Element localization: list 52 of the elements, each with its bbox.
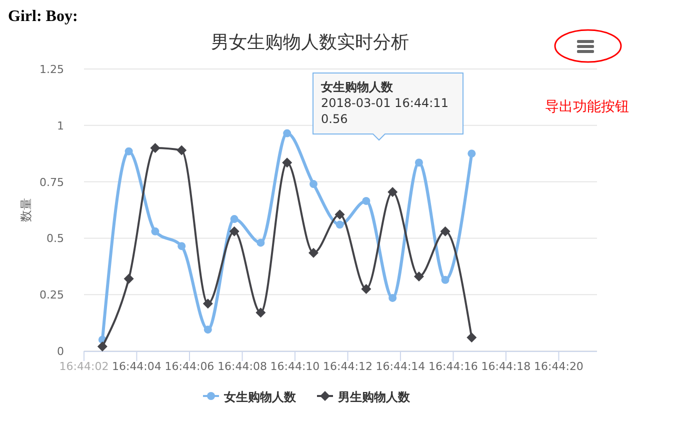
point xyxy=(229,226,240,236)
x-tick-label: 16:44:04 xyxy=(112,360,162,373)
text: Girl: Boy: xyxy=(8,8,78,25)
point xyxy=(308,248,318,258)
point xyxy=(283,129,292,138)
x-tick-label: 16:44:06 xyxy=(164,360,214,373)
x-tick-label: 16:44:14 xyxy=(376,360,426,373)
point xyxy=(309,180,318,188)
y-tick-label: 1 xyxy=(57,119,64,132)
point xyxy=(441,276,450,284)
point xyxy=(230,215,238,224)
x-tick-label: 16:44:10 xyxy=(270,360,320,373)
legend-label: 男生购物人数 xyxy=(337,390,411,404)
point xyxy=(97,341,108,352)
point xyxy=(388,294,397,302)
point xyxy=(334,210,345,220)
x-tick-label: 16:44:20 xyxy=(534,360,584,373)
point xyxy=(256,308,266,318)
point xyxy=(256,238,265,247)
x-tick-label: 16:44:12 xyxy=(323,360,372,373)
legend-label: 女生购物人数 xyxy=(223,390,297,404)
point xyxy=(176,145,187,156)
y-tick-label: 1.25 xyxy=(40,63,64,76)
point xyxy=(388,186,398,197)
y-axis-title: 数量 xyxy=(19,198,33,222)
annotation: 导出功能按钮 xyxy=(545,99,629,115)
y-tick-label: 0.75 xyxy=(40,176,64,189)
point xyxy=(124,147,133,156)
point xyxy=(414,158,423,167)
x-tick-label: 16:44:16 xyxy=(428,360,478,373)
chart-title: 男女生购物人数实时分析 xyxy=(211,32,409,53)
point xyxy=(151,227,160,236)
point xyxy=(336,220,344,229)
point xyxy=(204,326,212,334)
y-tick-label: 0.25 xyxy=(40,288,64,302)
x-tick-label: 16:44:18 xyxy=(481,360,531,373)
y-tick-label: 0 xyxy=(57,345,64,358)
point xyxy=(414,272,424,282)
point xyxy=(150,142,160,153)
point xyxy=(178,242,186,250)
point xyxy=(124,274,134,284)
x-tick-label: 16:44:08 xyxy=(218,360,267,373)
point xyxy=(361,284,372,294)
y-tick-label: 0.5 xyxy=(46,232,64,246)
point xyxy=(468,150,476,158)
point xyxy=(202,298,213,309)
point xyxy=(362,196,370,205)
x-tick-label: 16:44:02 xyxy=(59,360,109,373)
point xyxy=(282,158,292,168)
annotation: 女生购物人数 2018-03-01 16:44:11 0.56 xyxy=(320,80,448,126)
point xyxy=(466,332,477,342)
point xyxy=(440,226,450,236)
